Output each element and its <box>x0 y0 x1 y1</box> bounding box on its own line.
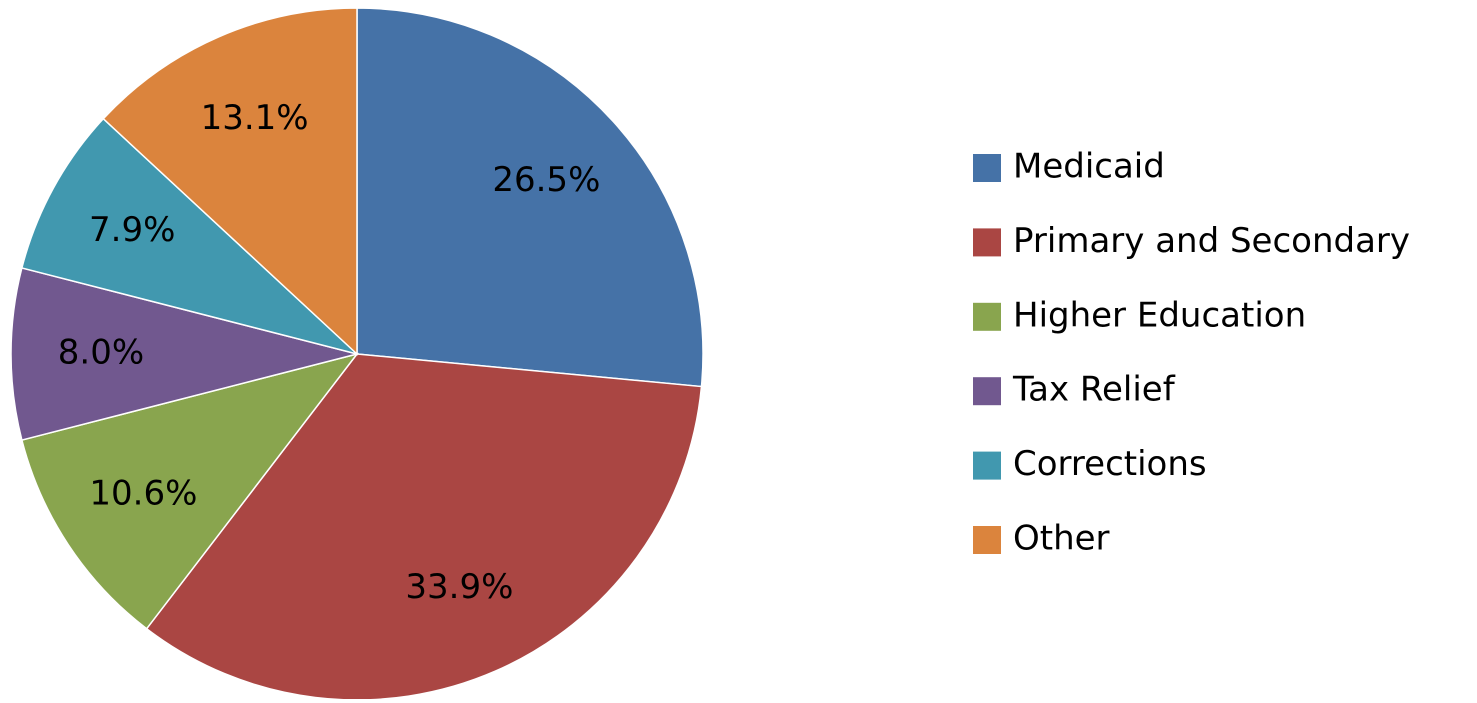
legend-label: Tax Relief <box>1012 370 1176 410</box>
pie-slice <box>145 353 703 701</box>
legend-label: Higher Education <box>1013 295 1306 335</box>
data-label: 13.1% <box>201 98 309 138</box>
legend-swatch <box>973 228 1001 257</box>
legend-swatch <box>973 302 1001 331</box>
data-label: 33.9% <box>405 567 513 607</box>
legend-label: Primary and Secondary <box>1013 221 1410 261</box>
legend-label: Corrections <box>1013 444 1207 484</box>
data-label: 7.9% <box>89 210 175 250</box>
legend-label: Other <box>1013 519 1110 559</box>
pie-slice <box>10 267 358 441</box>
pie-slice <box>20 117 358 355</box>
pie-slice <box>102 7 358 356</box>
data-label: 26.5% <box>492 160 600 200</box>
legend-swatch <box>973 526 1001 554</box>
pie-slice <box>20 352 359 630</box>
legend-swatch <box>973 377 1001 406</box>
legend-label: Medicaid <box>1013 147 1165 187</box>
pie-slice <box>356 7 704 388</box>
legend-swatch <box>973 451 1001 480</box>
data-label: 10.6% <box>89 474 197 514</box>
data-label: 8.0% <box>58 333 144 373</box>
legend-swatch <box>973 154 1001 182</box>
